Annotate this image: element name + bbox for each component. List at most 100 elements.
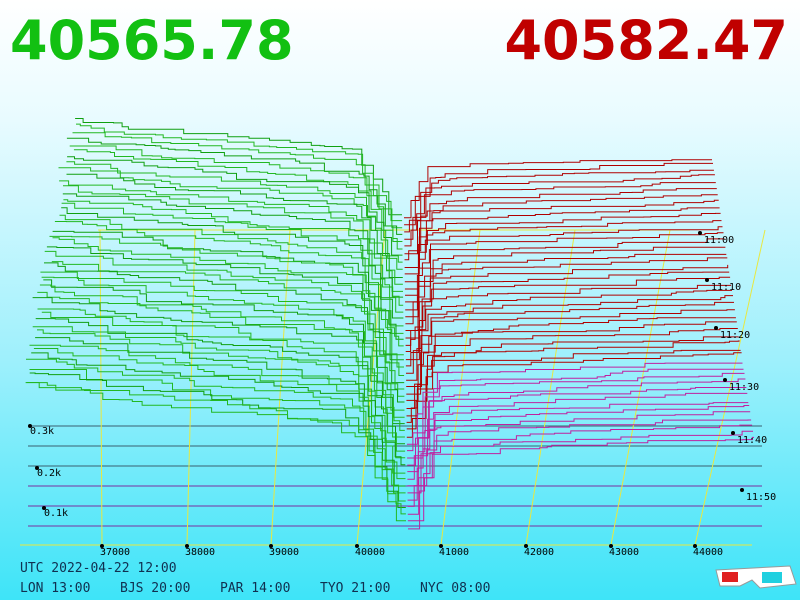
price-dot xyxy=(609,544,613,548)
price-dot xyxy=(269,544,273,548)
zone-time: TYO 21:00 xyxy=(320,581,390,596)
bid-depth-line xyxy=(69,145,403,242)
depth-dot xyxy=(28,424,32,428)
time-label: 11:30 xyxy=(729,382,759,393)
bid-depth-line xyxy=(63,199,404,306)
time-dot xyxy=(731,431,735,435)
bid-depth-line xyxy=(66,161,403,263)
ask-depth-line xyxy=(404,207,720,275)
bid-depth-line xyxy=(25,382,406,515)
time-label: 11:10 xyxy=(711,282,741,293)
bid-depth-line xyxy=(41,311,405,438)
depth-label: 0.2k xyxy=(37,468,61,479)
depth-label: 0.3k xyxy=(30,426,54,437)
bid-depth-line xyxy=(44,250,404,368)
ask-depth-line xyxy=(406,362,743,445)
ask-depth-line xyxy=(406,317,736,395)
price-dot xyxy=(185,544,189,548)
bid-depth-line xyxy=(44,262,405,384)
price-label: 40000 xyxy=(355,547,385,558)
bid-depth-line xyxy=(61,207,404,319)
bid-depth-line xyxy=(32,297,405,425)
utc-time: UTC 2022-04-22 12:00 xyxy=(20,561,177,576)
ask-price: 40582.47 xyxy=(504,9,788,72)
ask-depth-line xyxy=(407,387,747,473)
ask-depth-line xyxy=(407,411,751,501)
depth-layers xyxy=(25,118,754,530)
zone-time: NYC 08:00 xyxy=(420,581,490,596)
bid-depth-line xyxy=(52,230,404,340)
price-dot xyxy=(100,544,104,548)
bid-depth-line xyxy=(62,193,404,298)
price-label: 42000 xyxy=(524,547,554,558)
bid-depth-line xyxy=(40,271,405,390)
depth-label: 0.1k xyxy=(44,508,68,519)
ask-depth-line xyxy=(407,419,752,507)
ask-depth-line xyxy=(406,295,733,374)
ask-depth-line xyxy=(406,321,737,401)
bid-depth-line xyxy=(52,237,404,356)
bid-depth-line xyxy=(33,348,406,480)
ask-depth-line xyxy=(408,436,754,530)
price-grid-line xyxy=(525,229,576,546)
ask-depth-line xyxy=(407,392,748,480)
axis-labels: 37000 38000 39000 40000 41000 42000 43000 44000… xyxy=(28,231,776,558)
ask-depth-line xyxy=(406,301,734,381)
ask-depth-line xyxy=(404,199,719,268)
zone-time: LON 13:00 xyxy=(20,581,90,596)
ask-depth-line xyxy=(404,220,722,290)
ask-depth-line xyxy=(405,271,730,346)
bid-depth-line xyxy=(59,214,404,327)
bid-depth-line xyxy=(58,167,403,270)
zone-time: PAR 14:00 xyxy=(220,581,290,596)
price-label: 41000 xyxy=(439,547,469,558)
depth-dot xyxy=(35,466,39,470)
bid-depth-line xyxy=(63,185,403,292)
bid-depth-line xyxy=(26,358,406,494)
ask-depth-line xyxy=(407,402,749,487)
time-label: 11:40 xyxy=(737,435,767,446)
ask-depth-line xyxy=(406,309,735,387)
ask-depth-line xyxy=(404,159,712,219)
bid-depth-line xyxy=(35,318,405,445)
bid-depth-line xyxy=(29,372,406,508)
bid-depth-line xyxy=(32,326,406,452)
price-grid-line xyxy=(270,229,291,546)
ask-depth-line xyxy=(407,424,753,515)
bid-price: 40565.78 xyxy=(10,9,294,72)
ask-depth-line xyxy=(405,246,726,318)
ask-depth-line xyxy=(404,194,718,261)
bid-depth-line xyxy=(37,291,405,418)
bid-depth-line xyxy=(41,276,405,397)
glasses-icon xyxy=(715,565,797,589)
ask-depth-line xyxy=(405,289,732,367)
price-grid-line xyxy=(99,229,103,546)
bid-depth-line xyxy=(35,337,406,466)
ask-depth-line xyxy=(406,340,740,423)
bid-depth-line xyxy=(61,202,404,313)
bid-depth-line xyxy=(72,132,403,229)
ask-depth-line xyxy=(407,372,745,459)
ask-depth-line xyxy=(406,328,738,409)
price-grid-line xyxy=(186,229,196,546)
ask-depth-line xyxy=(405,253,727,325)
bid-depth-line xyxy=(46,246,404,361)
time-dot xyxy=(740,488,744,492)
bid-depth-line xyxy=(66,173,403,278)
bid-depth-line xyxy=(59,180,403,285)
ask-depth-line xyxy=(407,378,746,466)
zone-time: BJS 20:00 xyxy=(120,581,190,596)
bid-depth-line xyxy=(26,382,406,522)
ask-depth-line xyxy=(404,169,714,233)
bid-depth-line xyxy=(75,118,402,216)
bid-depth-line xyxy=(31,352,406,487)
time-dot xyxy=(698,231,702,235)
ask-depth-line xyxy=(405,264,729,339)
price-grid-line xyxy=(610,229,671,546)
bid-depth-line xyxy=(37,308,405,431)
ask-depth-line xyxy=(406,349,741,430)
time-dot xyxy=(714,326,718,330)
ask-depth-line xyxy=(404,182,716,247)
ask-depth-line xyxy=(407,430,753,522)
